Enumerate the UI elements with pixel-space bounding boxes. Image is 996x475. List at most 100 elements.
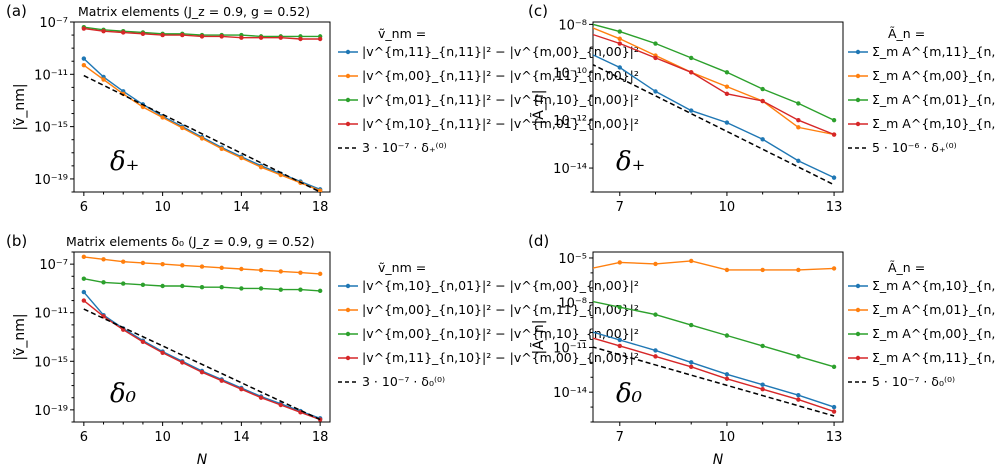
legend-entry: Σ_m A^{m,00}_{n,11} − A^{m,11}_{n,00} (872, 68, 996, 83)
legend-marker (345, 73, 351, 79)
data-point (796, 267, 801, 273)
y-tick-label: 10⁻⁵ (558, 252, 587, 267)
y-tick-label: 10⁻⁷ (39, 258, 68, 273)
series-line-red (593, 337, 835, 413)
data-point (121, 281, 126, 286)
data-point (278, 35, 283, 40)
data-point (81, 289, 87, 295)
legend-title: ṽ_nm = (378, 26, 426, 41)
y-tick-label: 10⁻¹⁹ (34, 173, 68, 188)
data-point (258, 268, 264, 273)
data-point (140, 282, 146, 287)
plot-area (582, 258, 837, 417)
plot-area (81, 25, 323, 192)
data-point (831, 364, 837, 370)
data-point (831, 132, 837, 137)
legend-entry: 5 · 10⁻⁷ · δ₀⁽⁰⁾ (872, 374, 955, 389)
panel-label: (c) (528, 2, 548, 20)
data-point (278, 402, 283, 408)
data-point (653, 354, 658, 359)
data-point (140, 339, 146, 345)
data-point (101, 280, 106, 285)
data-point (724, 91, 730, 97)
data-point (81, 298, 87, 303)
data-point (101, 257, 106, 262)
x-tick-label: 14 (233, 200, 250, 215)
data-point (81, 26, 87, 31)
legend-entry: |v^{m,00}_{n,11}|² − |v^{m,11}_{n,00}|² (362, 68, 639, 83)
data-point (617, 337, 622, 343)
y-axis-label: |v͂_nm| (12, 313, 28, 360)
y-tick-label: 10⁻¹⁵ (34, 121, 68, 136)
legend: Ã_n = Σ_m A^{m,11}_{n,11} − A^{m,00}_{n,0… (848, 26, 996, 155)
data-point (101, 28, 106, 34)
data-point (199, 370, 205, 375)
data-point (653, 348, 658, 353)
data-point (760, 382, 765, 387)
series-line-orange (593, 27, 835, 136)
legend-entry: |v^{m,00}_{n,10}|² − |v^{m,10}_{n,00}|² (362, 326, 639, 341)
legend-marker (855, 283, 861, 289)
legend-entry: |v^{m,00}_{n,10}|² − |v^{m,11}_{n,00}|² (362, 302, 639, 317)
x-axis-label: N (197, 452, 208, 468)
y-tick-label: 10⁻¹⁵ (34, 355, 68, 370)
data-point (724, 70, 730, 75)
x-tick-label: 13 (826, 200, 843, 215)
data-point (121, 30, 126, 35)
panel-label: (d) (528, 232, 549, 250)
legend-marker (345, 307, 351, 313)
legend-entry: |v^{m,01}_{n,11}|² − |v^{m,10}_{n,00}|² (362, 92, 639, 107)
data-point (653, 261, 658, 267)
data-point (653, 55, 658, 61)
data-point (180, 263, 185, 268)
data-point (653, 89, 658, 94)
legend-entry: 3 · 10⁻⁷ · δ₊⁽⁰⁾ (362, 140, 447, 155)
legend-marker (345, 331, 351, 337)
y-tick-label: 10⁻⁸ (558, 18, 587, 33)
plot-area (593, 23, 837, 186)
y-axis-label: |Ã_n| (530, 90, 547, 125)
data-point (81, 254, 87, 260)
data-point (617, 343, 622, 349)
data-point (317, 271, 323, 277)
legend-entry: 3 · 10⁻⁷ · δ₀⁽⁰⁾ (362, 374, 445, 389)
data-point (796, 101, 801, 106)
data-point (617, 304, 622, 310)
data-point (278, 269, 283, 274)
data-point (160, 283, 165, 289)
data-point (180, 32, 185, 38)
legend-entry: Σ_m A^{m,10}_{n,11} − A^{m,01}_{n,00} (872, 116, 996, 131)
data-point (796, 354, 801, 359)
series-line-black (83, 74, 321, 192)
regime-label: δ₀ (616, 379, 643, 409)
data-point (724, 376, 730, 381)
data-point (724, 84, 730, 89)
data-point (617, 260, 622, 265)
data-point (219, 378, 224, 383)
data-point (689, 70, 694, 75)
legend-marker (345, 121, 351, 127)
series-line-green (593, 300, 835, 368)
data-point (81, 276, 87, 281)
y-tick-label: 10⁻¹¹ (34, 307, 68, 322)
data-point (239, 35, 244, 40)
data-point (121, 259, 126, 264)
data-point (617, 41, 622, 46)
legend-marker (855, 97, 861, 103)
y-tick-label: 10⁻¹² (553, 114, 587, 129)
data-point (160, 350, 165, 355)
data-point (582, 268, 586, 272)
data-point (81, 56, 87, 61)
data-point (760, 386, 765, 392)
legend-marker (345, 283, 351, 289)
y-tick-label: 10⁻¹¹ (553, 341, 587, 356)
data-point (278, 287, 283, 292)
series-line-black (593, 63, 835, 186)
series-line-green (593, 23, 835, 121)
legend-entry: |v^{m,10}_{n,01}|² − |v^{m,00}_{n,00}|² (362, 278, 639, 293)
x-tick-label: 10 (719, 430, 736, 445)
plot-frame (592, 21, 844, 193)
legend-marker (855, 307, 861, 313)
data-point (219, 146, 224, 152)
x-tick-label: 10 (154, 430, 171, 445)
